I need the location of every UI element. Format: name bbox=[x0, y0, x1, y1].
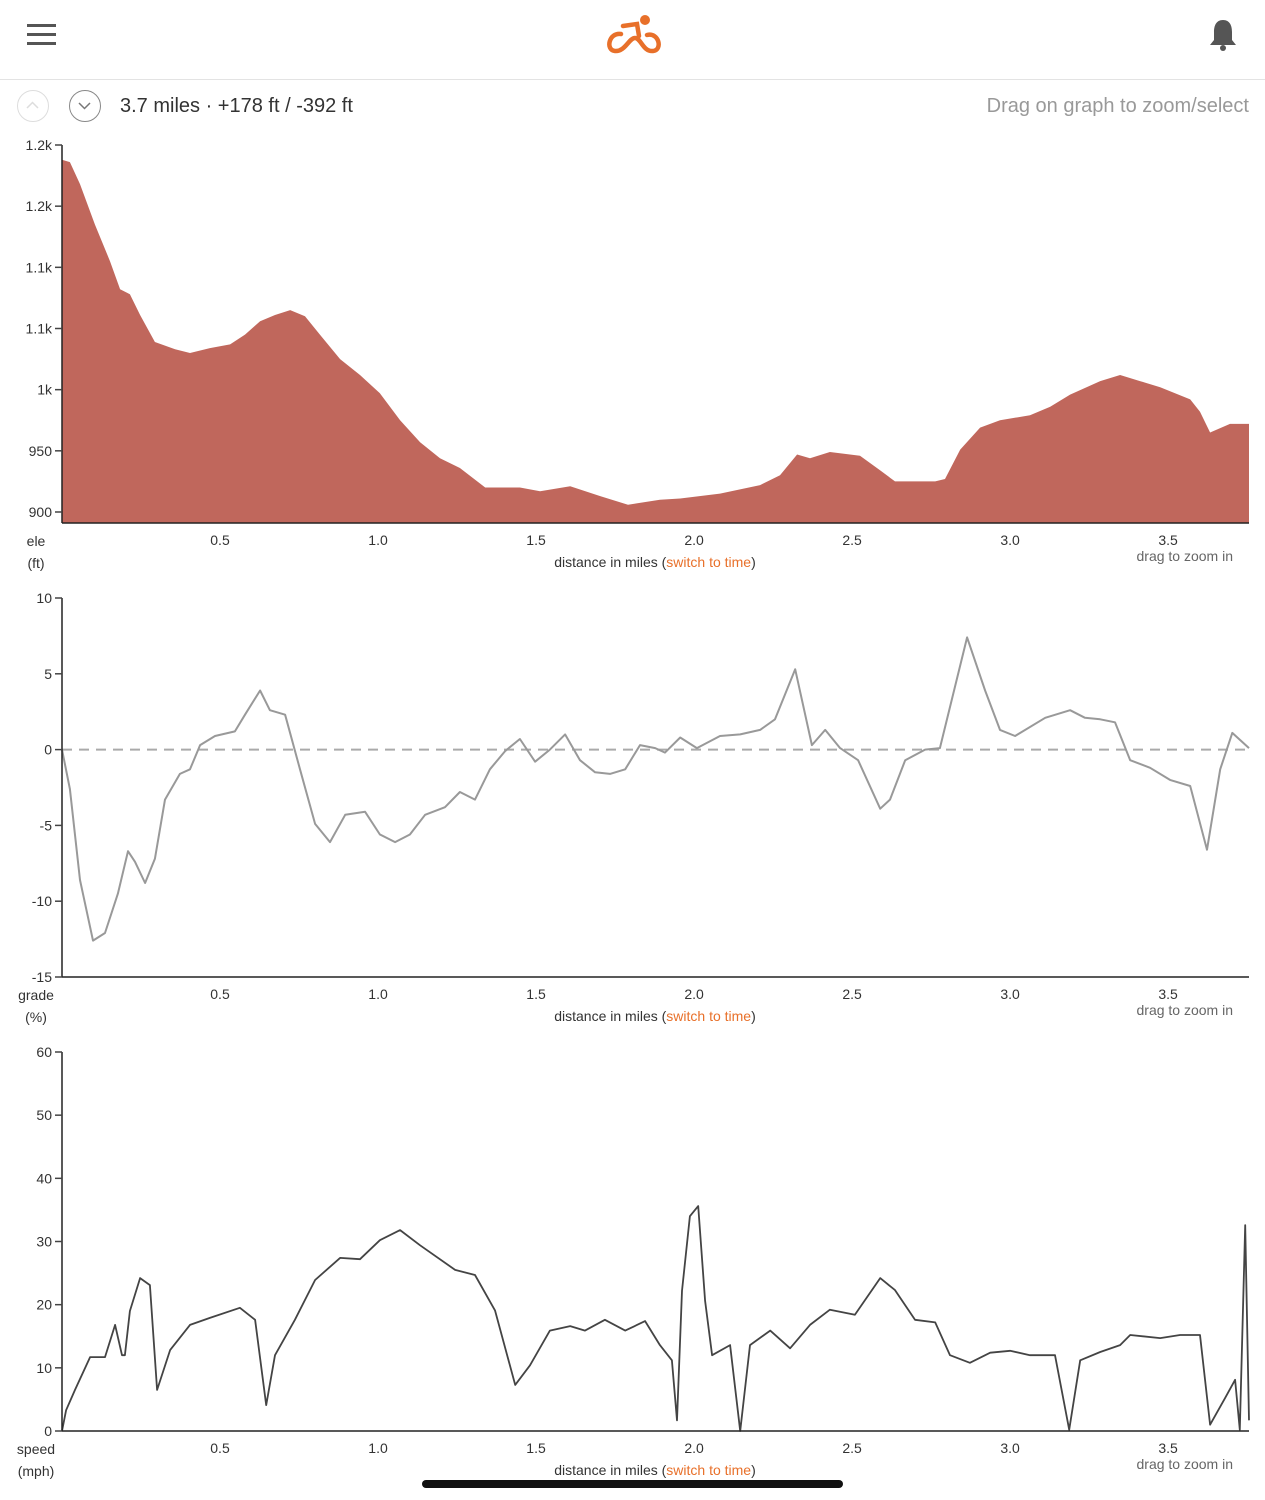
y-tick-label: 950 bbox=[29, 443, 53, 459]
y-axis-unit: (mph) bbox=[18, 1463, 55, 1479]
x-tick-label: 1.5 bbox=[526, 532, 546, 548]
chevron-down-icon bbox=[78, 102, 91, 110]
y-tick-label: 1.2k bbox=[26, 198, 53, 214]
x-axis-label-close: ) bbox=[751, 554, 756, 570]
x-tick-label: 3.0 bbox=[1000, 1440, 1020, 1456]
y-axis-label: speed bbox=[17, 1441, 55, 1457]
drag-to-zoom-note: drag to zoom in bbox=[1137, 1002, 1234, 1018]
speed-chart[interactable]: 0 10 20 30 40 50 60 0.5 1.0 1.5 2.0 2.5 3.0 3.5 speed (… bbox=[17, 1044, 1250, 1479]
zoom-hint: Drag on graph to zoom/select bbox=[986, 95, 1249, 117]
x-tick-label: 3.0 bbox=[1000, 532, 1020, 548]
x-tick-label: 2.5 bbox=[842, 1440, 862, 1456]
cyclist-logo[interactable] bbox=[603, 12, 663, 56]
x-axis-label-close: ) bbox=[751, 1008, 756, 1024]
y-tick-label: 60 bbox=[36, 1044, 52, 1060]
previous-button[interactable] bbox=[17, 90, 49, 122]
switch-to-time-link[interactable]: switch to time bbox=[666, 1462, 751, 1478]
y-axis-unit: (ft) bbox=[27, 555, 44, 571]
x-tick-label: 3.5 bbox=[1158, 986, 1178, 1002]
y-tick-label: 50 bbox=[36, 1107, 52, 1123]
x-tick-label: 2.0 bbox=[684, 986, 704, 1002]
y-tick-label: 10 bbox=[36, 590, 52, 606]
x-axis-label: distance in miles (switch to time) bbox=[554, 554, 756, 570]
x-tick-label: 2.0 bbox=[684, 1440, 704, 1456]
y-tick-label: 1.2k bbox=[26, 137, 53, 153]
next-button[interactable] bbox=[69, 90, 101, 122]
x-tick-label: 2.5 bbox=[842, 532, 862, 548]
y-tick-label: 10 bbox=[36, 1360, 52, 1376]
chevron-up-icon bbox=[26, 101, 39, 109]
x-axis-label: distance in miles (switch to time) bbox=[554, 1008, 756, 1024]
x-tick-label: 1.0 bbox=[368, 986, 388, 1002]
y-tick-label: 5 bbox=[44, 666, 52, 682]
x-tick-label: 1.0 bbox=[368, 532, 388, 548]
route-summary: 3.7 miles · +178 ft / -392 ft bbox=[120, 95, 353, 117]
y-tick-label: 1.1k bbox=[26, 320, 53, 336]
y-tick-label: 30 bbox=[36, 1234, 52, 1250]
y-axis-label: grade bbox=[18, 987, 54, 1003]
y-tick-label: 40 bbox=[36, 1170, 52, 1186]
x-tick-label: 2.0 bbox=[684, 532, 704, 548]
x-tick-label: 3.5 bbox=[1158, 532, 1178, 548]
y-tick-label: 900 bbox=[29, 504, 53, 520]
x-axis-label-text: distance in miles ( bbox=[554, 1462, 666, 1478]
x-tick-label: 1.5 bbox=[526, 986, 546, 1002]
y-tick-label: 1.1k bbox=[26, 259, 53, 275]
drag-to-zoom-note: drag to zoom in bbox=[1137, 548, 1234, 564]
hamburger-menu-icon[interactable] bbox=[27, 24, 56, 46]
switch-to-time-link[interactable]: switch to time bbox=[666, 554, 751, 570]
top-bar bbox=[0, 0, 1265, 80]
elevation-chart[interactable]: 900 950 1k 1.1k 1.1k 1.2k 1.2k 0.5 1.0 1.5 2.0 2.5 3… bbox=[26, 137, 1249, 571]
x-axis-label: distance in miles (switch to time) bbox=[554, 1462, 756, 1478]
y-tick-label: 0 bbox=[44, 742, 52, 758]
home-indicator bbox=[422, 1480, 843, 1488]
x-tick-label: 3.0 bbox=[1000, 986, 1020, 1002]
x-axis-label-close: ) bbox=[751, 1462, 756, 1478]
grade-chart[interactable]: -15 -10 -5 0 5 10 0.5 1.0 1.5 2.0 2.5 3.0 3.5 grade (%… bbox=[18, 590, 1250, 1025]
x-tick-label: 2.5 bbox=[842, 986, 862, 1002]
x-tick-label: 3.5 bbox=[1158, 1440, 1178, 1456]
y-axis-unit: (%) bbox=[25, 1009, 47, 1025]
grade-line bbox=[61, 636, 1250, 942]
x-tick-label: 1.0 bbox=[368, 1440, 388, 1456]
switch-to-time-link[interactable]: switch to time bbox=[666, 1008, 751, 1024]
y-axis-label: ele bbox=[27, 533, 46, 549]
x-axis-label-text: distance in miles ( bbox=[554, 1008, 666, 1024]
drag-to-zoom-note: drag to zoom in bbox=[1137, 1456, 1234, 1472]
x-tick-label: 0.5 bbox=[210, 1440, 230, 1456]
x-tick-label: 0.5 bbox=[210, 986, 230, 1002]
y-tick-label: -10 bbox=[32, 893, 52, 909]
speed-line bbox=[61, 1205, 1250, 1432]
bell-icon[interactable] bbox=[1207, 17, 1239, 53]
y-tick-label: 20 bbox=[36, 1297, 52, 1313]
y-tick-label: 1k bbox=[37, 382, 53, 398]
y-tick-label: 0 bbox=[44, 1423, 52, 1439]
y-tick-label: -5 bbox=[40, 817, 53, 833]
elevation-area bbox=[62, 159, 1249, 523]
x-tick-label: 0.5 bbox=[210, 532, 230, 548]
x-tick-label: 1.5 bbox=[526, 1440, 546, 1456]
x-axis-label-text: distance in miles ( bbox=[554, 554, 666, 570]
y-tick-label: -15 bbox=[32, 969, 52, 985]
